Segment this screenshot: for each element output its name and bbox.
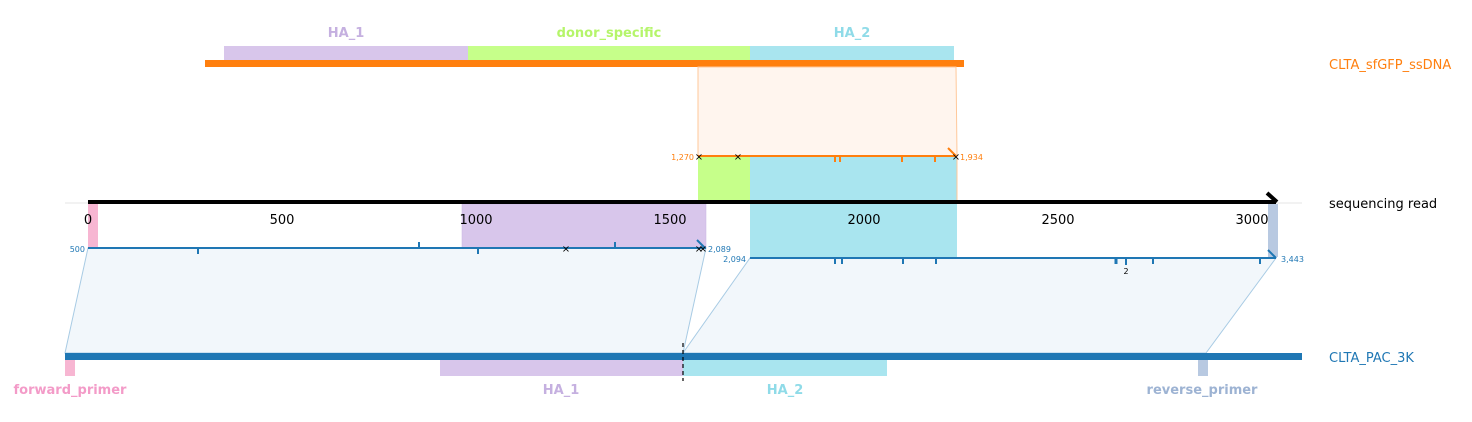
bottom-ha1-label: HA_1: [543, 383, 580, 398]
axis-tick-label: 1000: [459, 213, 492, 228]
bottom-ha2-label: HA_2: [767, 383, 804, 398]
bottom-alignment1-projection: [64, 247, 707, 354]
top-ha2-label: HA_2: [834, 26, 871, 41]
top-reference-bar: [205, 60, 964, 67]
bottom-alignment1-start-label: 500: [70, 245, 85, 254]
bottom-reverse-primer-label: reverse_primer: [1147, 383, 1259, 398]
bottom-alignment-2: 2 2,094 3,443: [723, 249, 1304, 276]
read-forward-primer-block: [88, 204, 98, 248]
bottom-ha2-feature: [683, 357, 887, 376]
top-donor-specific-label: donor_specific: [557, 26, 662, 41]
read-donor-specific-block: [698, 156, 750, 202]
bottom-alignment-1: × × × 500 2,089: [70, 239, 731, 255]
top-alignment-projection: [697, 66, 958, 157]
bottom-track: forward_primer HA_1 HA_2 reverse_primer …: [14, 343, 1414, 398]
top-mismatch-marker: ×: [734, 152, 742, 163]
top-track: HA_1 donor_specific HA_2 CLTA_sfGFP_ssDN…: [205, 26, 1451, 73]
read-ha2-block-lower: [750, 204, 957, 258]
bottom-alignment2-projection: [682, 257, 1277, 354]
bottom-alignment2-end-label: 3,443: [1281, 255, 1304, 264]
bottom-ha1-feature: [440, 357, 683, 376]
read-arrowhead: [1265, 191, 1279, 204]
top-ha2-feature: [750, 46, 954, 63]
bottom-insertion-count-label: 2: [1123, 267, 1128, 276]
sequencing-read: sequencing read: [88, 191, 1437, 212]
bottom-mismatch-marker: ×: [699, 244, 707, 255]
top-ha1-feature: [224, 46, 468, 63]
read-axis: 0 500 1000 1500 2000 2500 3000: [84, 213, 1269, 228]
top-alignment: × × × 1,270 1,934: [671, 147, 983, 163]
axis-tick-label: 500: [270, 213, 295, 228]
top-donor-specific-feature: [468, 46, 750, 63]
top-alignment-end-label: 1,934: [960, 153, 983, 162]
bottom-reference-bar: [65, 353, 1302, 360]
read-reverse-primer-block: [1268, 204, 1278, 257]
bottom-alignment1-arrowhead: [696, 239, 706, 249]
top-mismatch-marker: ×: [952, 152, 960, 163]
bottom-alignment2-start-label: 2,094: [723, 255, 746, 264]
top-track-name: CLTA_sfGFP_ssDNA: [1329, 58, 1451, 73]
bottom-alignment1-end-label: 2,089: [708, 245, 731, 254]
bottom-mismatch-marker: ×: [695, 244, 703, 255]
bottom-mismatch-marker: ×: [562, 244, 570, 255]
bottom-forward-primer-feature: [65, 357, 75, 376]
axis-tick-label: 1500: [653, 213, 686, 228]
top-ha1-label: HA_1: [328, 26, 365, 41]
axis-tick-label: 0: [84, 213, 92, 228]
bottom-track-name: CLTA_PAC_3K: [1329, 351, 1414, 366]
top-alignment-arrowhead: [947, 147, 957, 157]
axis-tick-label: 3000: [1235, 213, 1268, 228]
bottom-forward-primer-label: forward_primer: [14, 383, 128, 398]
top-mismatch-marker: ×: [695, 152, 703, 163]
axis-tick-label: 2000: [847, 213, 880, 228]
axis-tick-label: 2500: [1041, 213, 1074, 228]
read-ha2-block-upper: [750, 156, 957, 202]
bottom-reverse-primer-feature: [1198, 357, 1208, 376]
bottom-alignment2-arrowhead: [1267, 249, 1277, 259]
top-alignment-start-label: 1,270: [671, 153, 694, 162]
read-track-name: sequencing read: [1329, 197, 1437, 212]
